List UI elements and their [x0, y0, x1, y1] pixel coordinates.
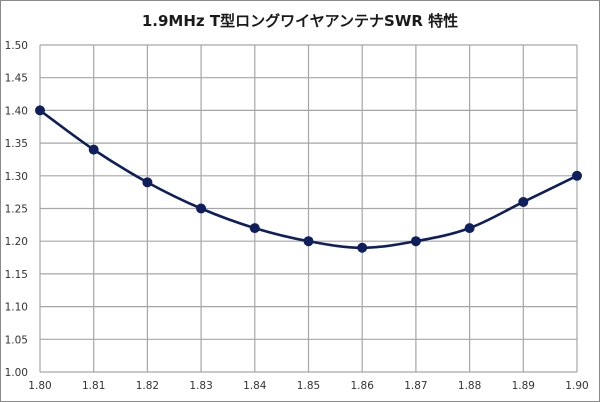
data-point-marker	[249, 223, 260, 234]
data-point-marker	[464, 223, 475, 234]
x-tick-label: 1.88	[458, 380, 481, 392]
y-tick-label: 1.20	[5, 236, 28, 248]
x-tick-label: 1.82	[136, 380, 159, 392]
x-tick-label: 1.80	[28, 380, 51, 392]
data-point-marker	[88, 144, 99, 155]
y-tick-label: 1.30	[5, 171, 28, 183]
data-point-marker	[142, 177, 153, 188]
data-point-marker	[35, 105, 45, 116]
y-tick-label: 1.05	[5, 334, 28, 346]
x-tick-label: 1.83	[189, 380, 212, 392]
data-point-marker	[196, 203, 207, 214]
x-tick-label: 1.89	[512, 380, 535, 392]
x-tick-label: 1.85	[297, 380, 320, 392]
y-tick-label: 1.35	[5, 138, 28, 150]
data-point-marker	[518, 196, 529, 207]
y-tick-label: 1.15	[5, 269, 28, 281]
y-tick-label: 1.40	[5, 105, 28, 117]
y-tick-label: 1.45	[5, 73, 28, 85]
y-tick-label: 1.50	[5, 40, 28, 52]
y-tick-label: 1.25	[5, 204, 28, 216]
data-point-marker	[303, 236, 314, 247]
x-tick-label: 1.84	[243, 380, 267, 392]
x-tick-label: 1.86	[351, 380, 375, 392]
x-tick-label: 1.87	[404, 380, 427, 392]
data-point-marker	[572, 170, 582, 181]
y-tick-label: 1.10	[5, 302, 28, 314]
data-point-marker	[357, 242, 368, 253]
x-tick-label: 1.81	[82, 380, 105, 392]
chart-title: 1.9MHz T型ロングワイヤアンテナSWR 特性	[141, 12, 459, 30]
y-tick-label: 1.00	[5, 367, 28, 379]
x-tick-label: 1.90	[565, 380, 588, 392]
data-point-marker	[410, 236, 421, 247]
